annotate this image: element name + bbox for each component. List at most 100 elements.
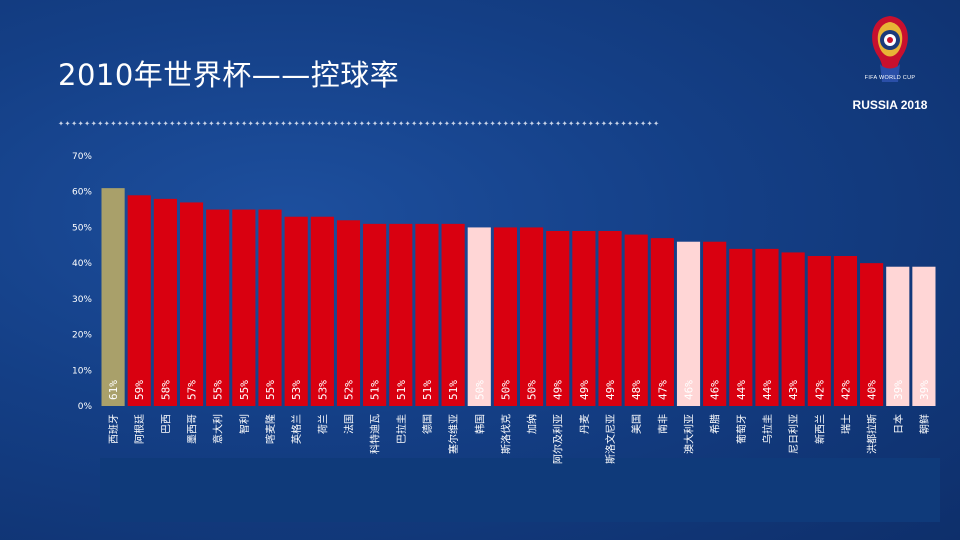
x-tick-label: 朝鲜: [918, 414, 931, 434]
x-tick-label: 瑞士: [839, 414, 852, 434]
bar: [232, 209, 256, 406]
y-tick-label: 70%: [72, 152, 92, 162]
x-tick-label: 墨西哥: [187, 414, 199, 444]
x-tick-label: 巴西: [160, 414, 172, 434]
data-label: 50%: [499, 380, 512, 400]
bar: [101, 188, 125, 406]
data-label: 59%: [133, 380, 146, 400]
y-tick-label: 0%: [78, 402, 93, 412]
bar: [310, 216, 334, 406]
bar: [781, 252, 805, 406]
data-label: 49%: [552, 380, 565, 400]
data-label: 58%: [159, 380, 172, 400]
x-tick-label: 法国: [342, 414, 355, 434]
data-label: 50%: [526, 380, 539, 400]
x-tick-label: 斯洛文尼亚: [604, 414, 617, 464]
data-label: 40%: [866, 380, 879, 400]
bar: [624, 234, 648, 406]
data-label: 51%: [447, 380, 460, 400]
x-tick-label: 丹麦: [579, 414, 591, 434]
x-tick-label: 葡萄牙: [735, 414, 748, 444]
y-tick-label: 60%: [72, 188, 92, 198]
x-tick-label: 美国: [630, 414, 643, 434]
bar: [258, 209, 282, 406]
x-tick-label: 德国: [421, 414, 434, 434]
bar: [336, 220, 361, 406]
x-tick-label: 阿尔及利亚: [552, 414, 565, 464]
data-label: 53%: [290, 380, 303, 400]
bar: [807, 256, 831, 406]
bar: [493, 227, 517, 406]
bar: [886, 266, 910, 406]
bar: [833, 256, 858, 406]
data-label: 51%: [369, 380, 382, 400]
data-label: 49%: [578, 380, 591, 400]
decorative-star-divider: ✦✦✦✦✦✦✦✦✦✦✦✦✦✦✦✦✦✦✦✦✦✦✦✦✦✦✦✦✦✦✦✦✦✦✦✦✦✦✦✦…: [58, 118, 660, 129]
world-cup-trophy-logo: [872, 16, 908, 82]
x-tick-label: 荷兰: [316, 414, 329, 434]
bar: [284, 216, 308, 406]
bar: [650, 238, 674, 406]
data-label: 47%: [656, 380, 669, 400]
x-tick-label: 新西兰: [813, 414, 826, 444]
x-tick-label: 澳大利亚: [683, 414, 696, 454]
bar: [912, 266, 936, 406]
bar: [676, 241, 701, 406]
bar: [598, 231, 622, 406]
bar: [546, 231, 570, 406]
data-label: 48%: [630, 380, 643, 400]
bar-series: [101, 188, 936, 406]
data-label: 51%: [421, 380, 434, 400]
bar: [153, 198, 177, 406]
bar: [441, 223, 465, 406]
x-tick-label: 希腊: [709, 414, 722, 434]
bar: [572, 231, 596, 406]
bar: [127, 195, 151, 406]
bar: [520, 227, 544, 406]
data-label: 42%: [839, 380, 852, 400]
x-tick-label: 韩国: [473, 414, 486, 434]
bar: [467, 227, 491, 406]
x-tick-label: 加纳: [526, 414, 539, 434]
data-label: 44%: [735, 380, 748, 400]
data-label: 49%: [604, 380, 617, 400]
data-label: 46%: [709, 380, 722, 400]
x-tick-label: 洪都拉斯: [866, 414, 879, 454]
bar: [729, 248, 753, 406]
x-tick-label: 南非: [656, 414, 669, 434]
bar: [755, 248, 779, 406]
data-label: 44%: [761, 380, 774, 400]
logo-caption-bottom: RUSSIA 2018: [852, 98, 928, 112]
bar: [179, 202, 204, 406]
x-tick-label: 科特迪瓦: [369, 414, 382, 454]
data-label: 39%: [918, 380, 931, 400]
data-label: 46%: [683, 380, 696, 400]
y-axis: 0% 10% 20% 30% 40% 50% 60% 70%: [72, 152, 92, 412]
x-tick-label: 意大利: [212, 414, 225, 444]
data-label: 51%: [395, 380, 408, 400]
x-tick-label: 西班牙: [108, 414, 120, 444]
data-label: 55%: [238, 380, 251, 400]
x-tick-label: 阿根廷: [133, 414, 146, 444]
slide-title: 2010年世界杯——控球率: [58, 58, 400, 92]
data-label: 53%: [316, 380, 329, 400]
data-label: 50%: [473, 380, 486, 400]
y-tick-label: 10%: [72, 366, 92, 376]
y-tick-label: 40%: [72, 259, 92, 269]
bar: [389, 223, 413, 406]
x-tick-label: 塞尔维亚: [447, 414, 460, 454]
bar: [363, 223, 387, 406]
x-tick-label: 乌拉圭: [761, 414, 774, 444]
data-label: 57%: [186, 380, 199, 400]
x-tick-label: 智利: [238, 414, 251, 434]
y-tick-label: 30%: [72, 295, 92, 305]
data-label: 52%: [342, 380, 355, 400]
data-label: 42%: [813, 380, 826, 400]
bar: [415, 223, 439, 406]
x-tick-label: 斯洛伐克: [499, 414, 512, 454]
data-label: 55%: [264, 380, 277, 400]
bar: [206, 209, 230, 406]
chart-footer-panel: [100, 458, 940, 522]
x-tick-label: 英格兰: [290, 414, 303, 444]
